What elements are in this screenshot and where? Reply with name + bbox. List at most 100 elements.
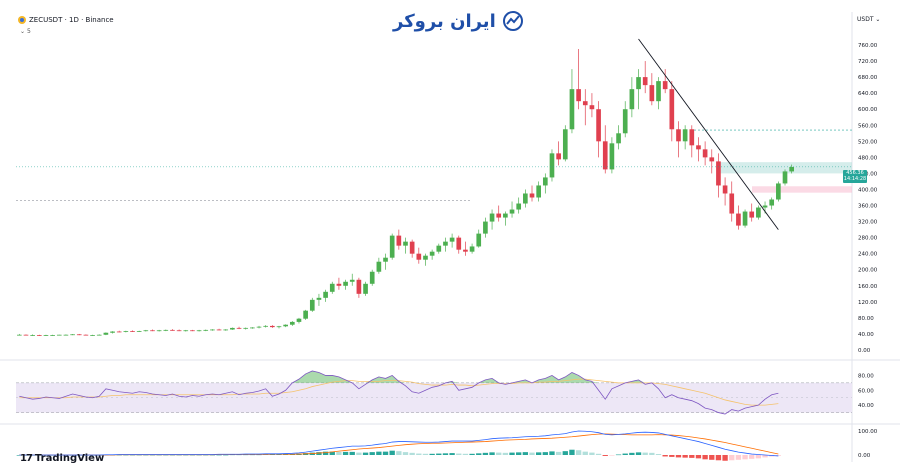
candle-body	[90, 335, 95, 336]
price-tick-label: 600.00	[858, 107, 878, 113]
macd-histogram-bar	[442, 453, 449, 455]
candle-body	[123, 331, 129, 332]
currency-selector[interactable]: USDT ⌄	[857, 16, 880, 23]
macd-histogram-bar	[749, 455, 755, 459]
price-tick-label: 40.00	[858, 332, 874, 338]
candle-body	[156, 330, 162, 332]
macd-histogram-bar	[549, 451, 555, 455]
macd-histogram-bar	[722, 455, 728, 461]
macd-histogram-bar	[336, 451, 342, 455]
macd-histogram-bar	[349, 451, 355, 455]
candle-body	[70, 334, 75, 336]
candle-body	[696, 145, 701, 150]
macd-histogram-bar	[216, 454, 222, 456]
macd-histogram-bar	[529, 452, 535, 455]
tradingview-mark: 17	[20, 453, 33, 464]
coin-icon	[18, 16, 26, 24]
candle-body	[363, 283, 368, 294]
price-tick-label: 0.00	[858, 348, 871, 354]
candle-body	[63, 334, 69, 336]
candle-body	[230, 327, 235, 330]
candle-body	[609, 143, 615, 170]
macd-histogram-bar	[382, 451, 389, 455]
indicator-toggle[interactable]: ⌄ 5	[20, 28, 31, 35]
macd-histogram-bar	[602, 455, 608, 456]
candle-body	[136, 331, 142, 332]
candle-body	[503, 213, 508, 218]
macd-histogram-bar	[502, 452, 509, 455]
rsi-line	[19, 370, 779, 415]
candle-body	[782, 171, 788, 184]
candle-body	[183, 330, 189, 332]
candle-body	[56, 334, 62, 336]
candle-body	[416, 253, 422, 260]
candle-body	[409, 241, 415, 254]
macd-histogram-bar	[329, 451, 335, 455]
tradingview-logo[interactable]: 17 TradingView	[20, 453, 104, 464]
macd-histogram-bar	[775, 455, 782, 456]
macd-histogram-bar	[369, 452, 375, 455]
price-tick-label: 160.00	[858, 284, 878, 290]
macd-histogram-bar	[635, 452, 642, 455]
candle-body	[270, 325, 275, 328]
candle-body	[190, 330, 195, 332]
macd-histogram-bar	[389, 450, 395, 455]
candle-body	[50, 335, 55, 336]
candle-body	[369, 271, 375, 284]
symbol-header[interactable]: ZECUSDT · 1D · Binance	[18, 16, 114, 24]
macd-histogram-bar	[582, 451, 588, 455]
tradingview-wordmark: TradingView	[34, 453, 105, 464]
candle-body	[476, 233, 482, 247]
candle-body	[289, 321, 295, 325]
candle-body	[336, 283, 342, 286]
price-tick-label: 120.00	[858, 300, 878, 306]
macd-histogram-bar	[449, 453, 455, 455]
trend-line	[638, 38, 779, 230]
candle-body	[43, 335, 49, 336]
macd-histogram-bar	[476, 453, 482, 455]
candle-body	[463, 249, 468, 252]
candle-body	[76, 334, 82, 336]
candle-body	[636, 77, 641, 90]
price-tick-label: 640.00	[858, 91, 878, 97]
candle-body	[509, 209, 515, 214]
candle-body	[496, 213, 502, 218]
brand-watermark: ایران بروکر	[393, 10, 524, 32]
price-tick-label: 320.00	[858, 220, 878, 226]
macd-histogram-bar	[629, 452, 635, 455]
candle-body	[283, 324, 288, 327]
candle-body	[243, 327, 249, 329]
macd-histogram-bar	[516, 452, 522, 455]
chevron-down-icon: ⌄	[20, 28, 26, 35]
candle-body	[702, 149, 708, 158]
candle-body	[83, 334, 89, 336]
candle-body	[443, 241, 448, 246]
macd-tick-label: 0.00	[858, 453, 871, 459]
stop-loss-zone	[752, 186, 852, 193]
price-tick-label: 520.00	[858, 139, 878, 145]
macd-histogram-bar	[429, 453, 435, 455]
candle-body	[96, 334, 102, 336]
candle-body	[30, 335, 35, 336]
macd-histogram-bar	[416, 453, 422, 455]
macd-histogram-bar	[342, 451, 349, 455]
candle-body	[403, 241, 408, 246]
macd-histogram-bar	[649, 452, 655, 455]
candle-body	[16, 334, 22, 336]
rsi-tick-label: 80.00	[858, 373, 874, 379]
macd-histogram-bar	[555, 451, 562, 455]
candle-body	[36, 335, 42, 336]
candle-body	[303, 310, 308, 319]
candle-body	[349, 279, 355, 282]
macd-histogram-bar	[762, 455, 768, 458]
candle-countdown: 14:14:28	[843, 176, 867, 182]
candle-body	[529, 193, 535, 198]
macd-histogram-bar	[489, 452, 495, 455]
candle-body	[622, 109, 628, 134]
candle-body	[562, 129, 568, 160]
candle-body	[629, 89, 635, 110]
macd-histogram-bar	[615, 454, 622, 456]
candle-body	[669, 89, 675, 130]
